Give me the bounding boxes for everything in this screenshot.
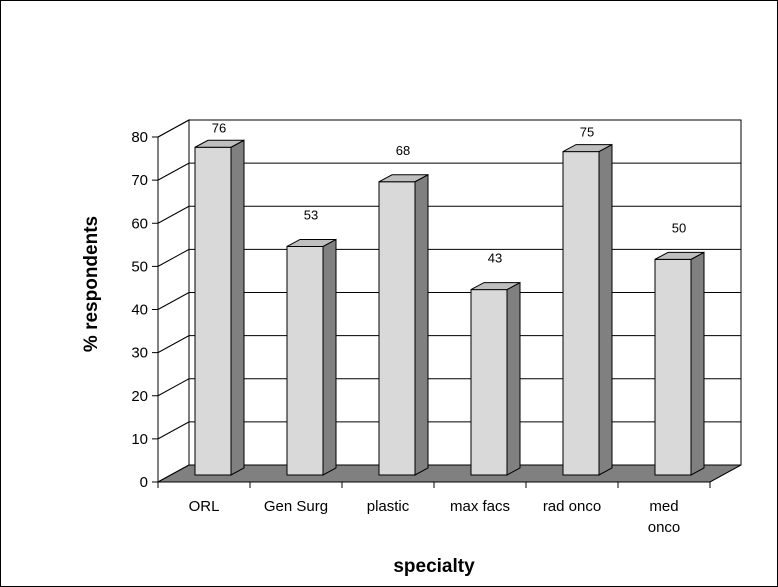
- bar-side: [506, 281, 521, 476]
- y-tick-label: 10: [131, 431, 148, 448]
- y-tick-label: 30: [131, 345, 148, 362]
- x-tick-label: Gen Surg: [264, 498, 328, 515]
- gridline-side: [157, 335, 190, 354]
- data-label-3: 43: [488, 251, 502, 266]
- bar-top: [378, 174, 429, 183]
- data-label-0: 76: [212, 120, 226, 135]
- x-axis: ORL Gen Surg plastic max facs rad onco med onc…: [157, 481, 711, 536]
- bar-5: [654, 251, 705, 476]
- data-label-5: 50: [672, 220, 686, 235]
- gridline-side: [157, 205, 190, 224]
- plot-floor: [157, 464, 742, 483]
- bar-side: [230, 139, 245, 476]
- bar-0: [194, 139, 245, 476]
- bar-front: [378, 181, 416, 476]
- y-tick-label: 20: [131, 388, 148, 405]
- x-tick-label: max facs: [450, 498, 510, 515]
- y-axis-title: % respondents: [81, 216, 102, 352]
- y-tick-label: 80: [131, 129, 148, 146]
- gridline-side: [157, 378, 190, 397]
- data-label-1: 53: [304, 207, 318, 222]
- bar-front: [194, 146, 232, 476]
- gridline-side: [157, 248, 190, 267]
- gridline-side: [157, 119, 190, 138]
- y-tick-label: 50: [131, 258, 148, 275]
- data-labels: 76 53 68 43 75 50: [212, 120, 686, 265]
- bar-top: [654, 251, 705, 260]
- bar-front: [470, 289, 508, 476]
- bar-top: [286, 238, 337, 247]
- y-tick-label: 40: [131, 302, 148, 319]
- bar-top: [194, 139, 245, 148]
- x-axis-title: specialty: [393, 556, 475, 577]
- bar-side: [598, 143, 613, 476]
- gridline-side: [157, 292, 190, 310]
- bar-side: [690, 251, 705, 476]
- data-label-2: 68: [396, 143, 410, 158]
- gridline-side: [157, 162, 190, 181]
- bar-side: [414, 173, 429, 476]
- y-axis: 0 10 20 30 40 50 60 70 80: [131, 129, 159, 491]
- data-label-4: 75: [580, 125, 594, 140]
- x-tick-label: plastic: [367, 498, 410, 515]
- y-tick-label: 70: [131, 172, 148, 189]
- bar-1: [286, 238, 337, 476]
- bar-3: [470, 281, 521, 476]
- plot-walls: [157, 119, 742, 483]
- bar-4: [562, 143, 613, 476]
- x-tick-label: rad onco: [543, 498, 601, 515]
- y-tick-label: 60: [131, 215, 148, 232]
- bar-front: [562, 151, 600, 476]
- bar-front: [286, 245, 324, 476]
- gridline-side: [157, 421, 190, 440]
- y-tick-label: 0: [140, 474, 148, 491]
- bar-top: [562, 144, 613, 153]
- bar-side: [322, 238, 337, 476]
- bar-front: [654, 258, 692, 476]
- x-tick-label: onco: [648, 519, 681, 536]
- bar-2: [378, 173, 429, 476]
- x-tick-label: ORL: [189, 498, 220, 515]
- x-tick-label: med: [649, 498, 678, 515]
- gridlines: [157, 119, 741, 440]
- floor-plane: [157, 464, 742, 483]
- bars: [194, 139, 705, 476]
- bar-top: [470, 282, 521, 291]
